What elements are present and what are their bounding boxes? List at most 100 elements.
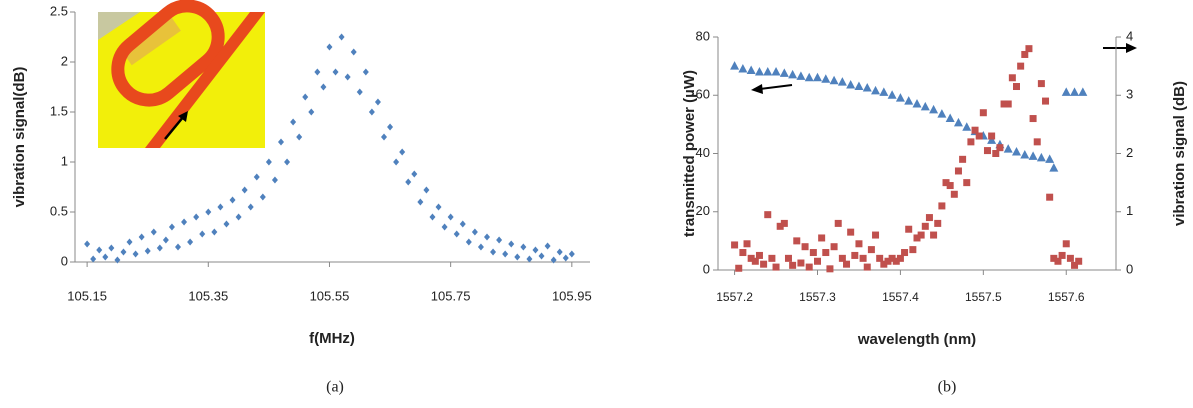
- triangle-point: [738, 64, 748, 73]
- triangle-point: [788, 69, 798, 79]
- square-point: [768, 254, 776, 262]
- triangle-point: [879, 87, 889, 96]
- diamond-point: [211, 228, 218, 236]
- square-point: [855, 240, 863, 248]
- triangle-point: [912, 98, 922, 108]
- triangle-point: [754, 66, 764, 76]
- triangle-point: [1049, 163, 1059, 172]
- diamond-point: [253, 173, 260, 181]
- diamond-point: [344, 73, 351, 81]
- triangle-point: [953, 117, 963, 127]
- square-point: [967, 138, 975, 146]
- diamond-point: [144, 247, 151, 255]
- triangle-point: [1012, 147, 1021, 156]
- y-tick-label: 2: [61, 53, 68, 68]
- square-point: [743, 240, 751, 248]
- y-tick-label: 40: [696, 145, 710, 160]
- square-point: [1075, 257, 1083, 265]
- diamond-point: [84, 240, 91, 248]
- triangle-point: [763, 66, 773, 76]
- diamond-point: [296, 133, 303, 141]
- square-point: [901, 249, 909, 257]
- diamond-point: [356, 88, 363, 96]
- diamond-point: [362, 68, 369, 76]
- square-point: [739, 249, 747, 257]
- square-point: [892, 257, 900, 265]
- square-point: [780, 219, 788, 227]
- square-point: [872, 231, 880, 239]
- square-point: [950, 190, 958, 198]
- diamond-point: [96, 246, 103, 254]
- triangle-point: [1020, 149, 1030, 159]
- triangle-point: [871, 85, 881, 95]
- square-point: [880, 260, 888, 268]
- y-axis-label: transmitted power (µW): [681, 70, 698, 237]
- diamond-point: [320, 83, 327, 91]
- diamond-point: [423, 186, 430, 194]
- square-point: [847, 228, 855, 236]
- square-point: [934, 219, 942, 227]
- triangle-point: [1003, 144, 1013, 153]
- x-tick-label: 105.55: [310, 288, 350, 303]
- y-tick-label: 1.5: [50, 103, 68, 118]
- triangle-point: [937, 109, 947, 118]
- square-point: [867, 246, 875, 254]
- diamond-point: [556, 248, 563, 256]
- diamond-point: [526, 255, 533, 263]
- square-point: [988, 132, 996, 140]
- square-point: [896, 254, 904, 262]
- diamond-point: [235, 213, 242, 221]
- square-point: [863, 263, 871, 271]
- diamond-point: [302, 93, 309, 101]
- square-point: [946, 182, 954, 190]
- square-point: [1046, 193, 1054, 201]
- square-point: [776, 222, 784, 230]
- square-point: [1008, 74, 1016, 82]
- square-point: [905, 225, 913, 233]
- y-tick-label: 20: [696, 203, 710, 218]
- diamond-point: [175, 243, 181, 251]
- y2-tick-label: 0: [1126, 261, 1133, 276]
- y2-axis-label: vibration signal (dB): [1171, 81, 1188, 226]
- triangle-point: [1028, 151, 1038, 160]
- square-point: [826, 265, 834, 273]
- square-point: [1021, 50, 1029, 58]
- square-point: [747, 254, 755, 262]
- square-point: [735, 264, 743, 272]
- arrow-left: [751, 84, 793, 94]
- square-point: [1054, 257, 1062, 265]
- diamond-point: [532, 246, 539, 254]
- diamond-point: [120, 248, 127, 256]
- y-tick-label: 1: [61, 153, 68, 168]
- diamond-point: [314, 68, 321, 76]
- diamond-point: [477, 243, 484, 251]
- diamond-point: [338, 33, 345, 41]
- square-point: [917, 231, 925, 239]
- y2-tick-label: 2: [1126, 145, 1133, 160]
- x-tick-label: 1557.2: [716, 290, 753, 304]
- diamond-point: [108, 244, 115, 252]
- y-tick-label: 80: [696, 28, 710, 43]
- triangle-point: [862, 82, 872, 92]
- triangle-point: [854, 81, 864, 91]
- square-point: [971, 126, 979, 134]
- diamond-point: [90, 255, 97, 263]
- arrow-right: [1103, 43, 1137, 53]
- triangle-point: [837, 77, 847, 86]
- diamond-point: [187, 238, 194, 246]
- y-axis-label: vibration signal(dB): [11, 67, 28, 208]
- square-point: [1050, 254, 1058, 262]
- triangle-point: [945, 113, 955, 123]
- square-point: [784, 254, 792, 262]
- square-point: [979, 109, 987, 117]
- diamond-point: [417, 198, 424, 206]
- diamond-point: [538, 252, 545, 260]
- square-point: [1025, 45, 1033, 53]
- diamond-point: [441, 223, 448, 231]
- diamond-point: [205, 208, 212, 216]
- diamond-point: [223, 220, 230, 228]
- triangle-point: [730, 61, 740, 70]
- square-point: [913, 234, 921, 242]
- triangle-point: [962, 122, 972, 131]
- triangle-point: [1078, 87, 1088, 96]
